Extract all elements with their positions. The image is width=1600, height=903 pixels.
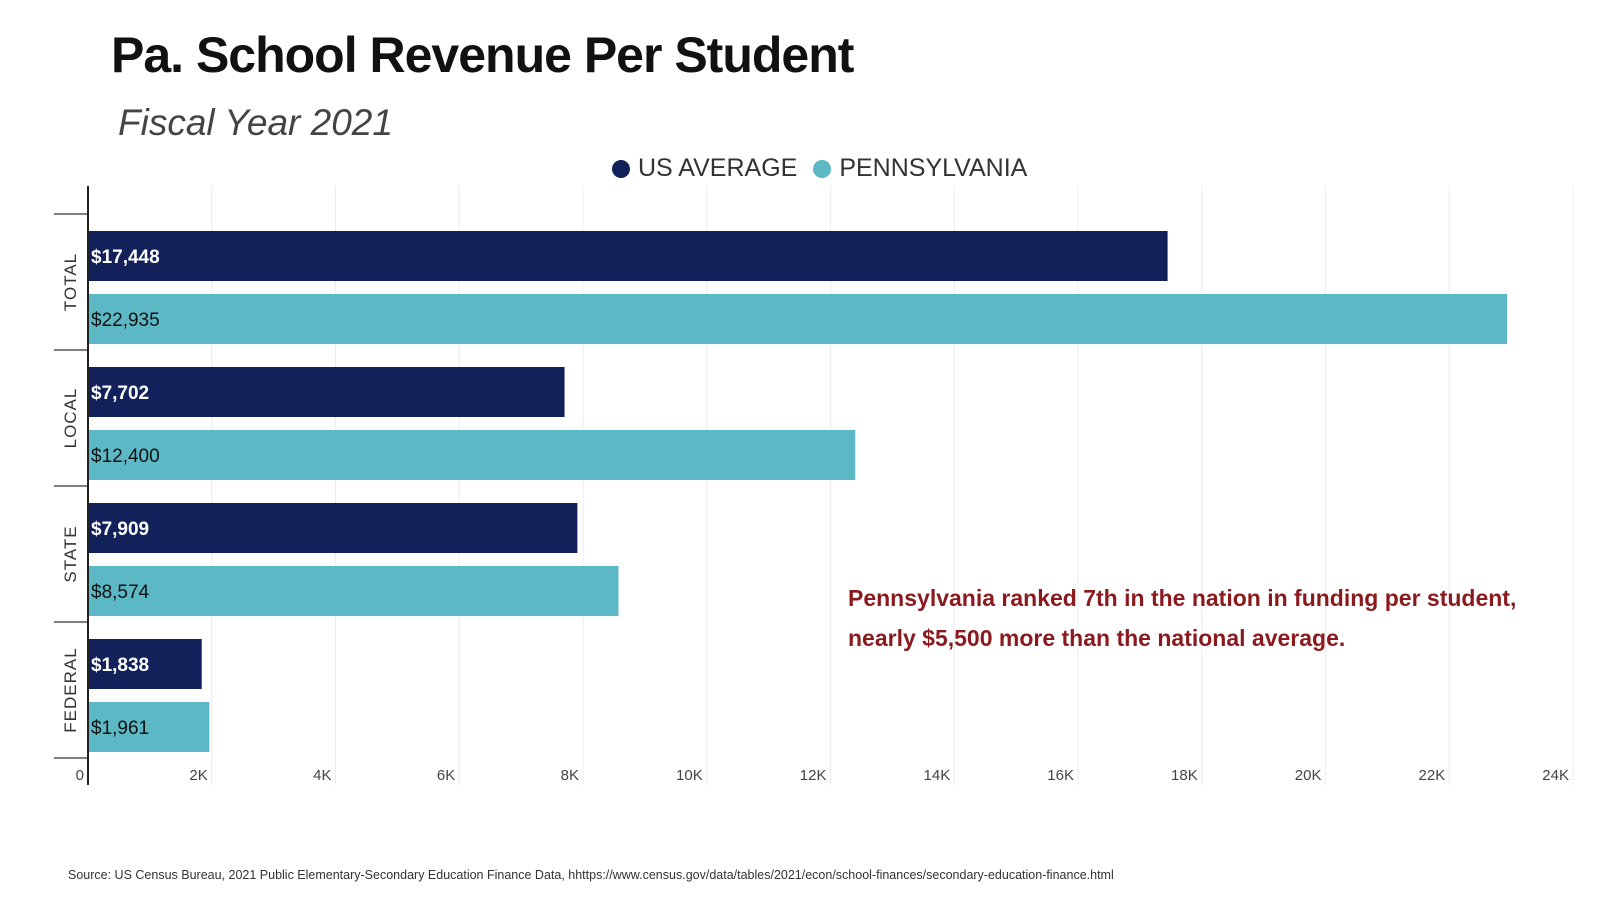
- x-tick-label: 12K: [800, 767, 827, 784]
- bar-value-label: $8,574: [91, 582, 150, 603]
- category-label: STATE: [61, 525, 80, 582]
- x-tick-label: 14K: [924, 767, 951, 784]
- x-tick-label: 10K: [676, 767, 703, 784]
- bar-value-label: $1,961: [91, 718, 149, 739]
- bar-value-label: $22,935: [91, 310, 160, 331]
- x-tick-label: 4K: [313, 767, 331, 784]
- annotation-line: Pennsylvania ranked 7th in the nation in…: [848, 585, 1517, 611]
- annotation: Pennsylvania ranked 7th in the nation in…: [848, 578, 1516, 658]
- bar: [88, 231, 1168, 281]
- chart-subtitle: Fiscal Year 2021: [118, 102, 393, 143]
- category-label: LOCAL: [61, 388, 80, 449]
- legend-swatch-pa: [813, 159, 832, 178]
- bar-value-label: $7,702: [91, 383, 149, 404]
- bar-value-label: $17,448: [91, 247, 160, 268]
- x-tick-label: 2K: [189, 767, 207, 784]
- bar: [88, 430, 856, 480]
- x-tick-label: 24K: [1542, 767, 1569, 784]
- legend: US AVERAGE PENNSYLVANIA: [612, 154, 1027, 183]
- bar-value-label: $7,909: [91, 519, 149, 540]
- bar: [88, 294, 1508, 344]
- x-tick-label: 0: [76, 767, 84, 784]
- bar-value-label: $12,400: [91, 446, 160, 467]
- annotation-line: nearly $5,500 more than the national ave…: [848, 625, 1346, 651]
- x-tick-label: 22K: [1419, 767, 1446, 784]
- bar: [88, 503, 578, 553]
- bar: [88, 566, 619, 616]
- x-tick-label: 8K: [561, 767, 579, 784]
- legend-swatch-us: [612, 159, 630, 178]
- x-tick-label: 18K: [1171, 767, 1198, 784]
- category-label: FEDERAL: [61, 647, 80, 732]
- bar-value-label: $1,838: [91, 655, 149, 676]
- category-label: TOTAL: [61, 253, 80, 311]
- legend-label-us: US AVERAGE: [638, 154, 798, 182]
- source-note: Source: US Census Bureau, 2021 Public El…: [68, 868, 1114, 882]
- x-tick-label: 16K: [1047, 767, 1074, 784]
- chart-title: Pa. School Revenue Per Student: [111, 27, 854, 83]
- x-tick-label: 20K: [1295, 767, 1322, 784]
- bar: [88, 639, 202, 689]
- x-tick-label: 6K: [437, 767, 455, 784]
- bar: [88, 702, 210, 752]
- bar: [88, 367, 565, 417]
- legend-label-pa: PENNSYLVANIA: [839, 154, 1028, 182]
